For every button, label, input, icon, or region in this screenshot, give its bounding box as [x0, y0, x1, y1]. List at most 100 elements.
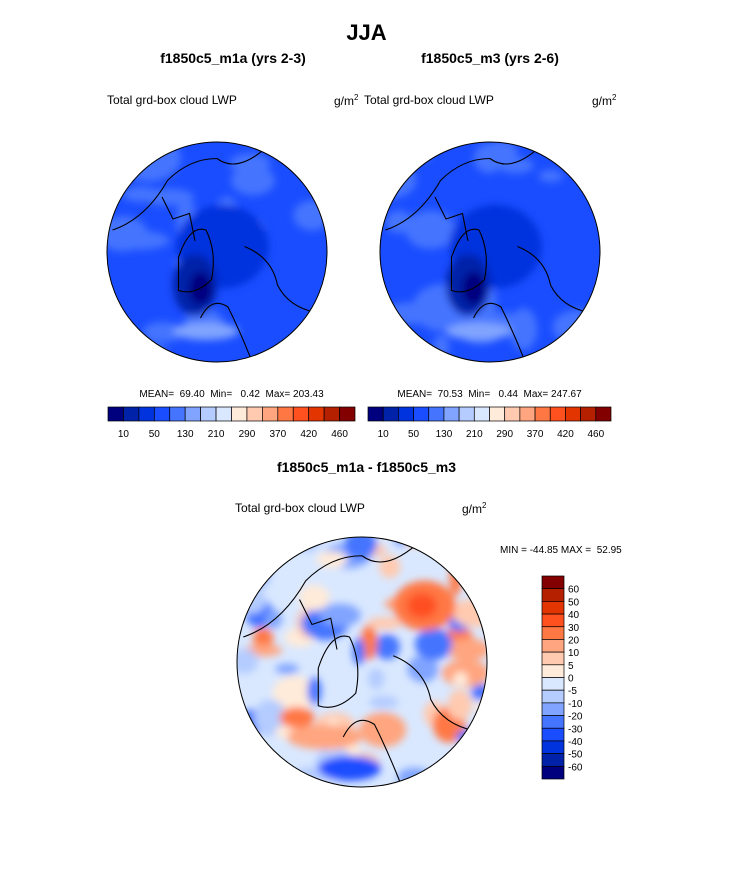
coastline — [177, 228, 214, 293]
panel-1-stats: MEAN= 69.40 Min= 0.42 Max= 203.43 — [139, 389, 324, 400]
colorbar-tick-label: 130 — [177, 429, 194, 440]
colorbar-tick-label: 130 — [436, 429, 453, 440]
colorbar-tick-label: 20 — [568, 635, 580, 646]
colorbar-tick-label: 210 — [208, 429, 225, 440]
contour-patch — [460, 553, 486, 566]
colorbar-tick-label: 370 — [269, 429, 286, 440]
colorbar-tick-label: -5 — [568, 686, 577, 697]
colorbar-tick-label: -50 — [568, 750, 583, 761]
panel-1-title: f1850c5_m1a (yrs 2-3) — [160, 50, 306, 66]
colorbar-box — [169, 406, 186, 422]
colorbar-tick-label: 5 — [568, 661, 574, 672]
diff-title: f1850c5_m1a - f1850c5_m3 — [276, 459, 457, 475]
colorbar-box — [292, 406, 310, 422]
colorbar-box — [382, 406, 399, 422]
colorbar-box — [138, 406, 155, 422]
contour-patch — [237, 588, 267, 614]
colorbar-box — [541, 715, 565, 729]
colorbar-box — [458, 406, 475, 422]
colorbar-box — [541, 702, 565, 716]
colorbar-tick-label: 290 — [239, 429, 256, 440]
coastline — [450, 228, 487, 293]
panel-1-units: g/m2 — [334, 93, 358, 108]
colorbar-tick-label: 50 — [408, 429, 420, 440]
colorbar-tick-label: 370 — [527, 429, 544, 440]
colorbar-box — [323, 406, 340, 422]
colorbar-tick-label: 50 — [149, 429, 161, 440]
colorbar-tick-label: 460 — [331, 429, 348, 440]
contour-patch — [237, 557, 253, 582]
colorbar-tick-label: -60 — [568, 762, 583, 773]
contour-patch — [397, 767, 432, 787]
coastline — [317, 635, 359, 708]
colorbar-tick-label: 10 — [118, 429, 130, 440]
contour-patch — [497, 157, 535, 174]
coastline — [434, 196, 469, 242]
contour-patch — [374, 634, 400, 660]
map-border — [236, 536, 488, 788]
contour-patch — [368, 695, 399, 709]
contour-patch — [248, 544, 268, 564]
colorbar-box — [580, 406, 597, 422]
contour-patch — [538, 170, 563, 183]
contour-patch — [359, 712, 407, 748]
colorbar-box — [534, 406, 551, 422]
map-d — [237, 537, 487, 787]
contour-patch — [319, 603, 361, 627]
colorbar-tick-label: -40 — [568, 737, 583, 748]
coastline — [200, 302, 251, 357]
coastline — [473, 302, 524, 357]
figure-title: JJA — [346, 20, 387, 45]
contour-patch — [272, 675, 317, 713]
contour-patch — [245, 554, 272, 591]
atlantic-high — [446, 322, 512, 341]
colorbar-box — [308, 406, 325, 422]
contour-patch — [307, 677, 322, 705]
units-text: g/m — [334, 94, 355, 108]
panel-2-stats: MEAN= 70.53 Min= 0.44 Max= 247.67 — [397, 389, 582, 400]
colorbar-tick-label: 0 — [568, 674, 574, 685]
units-sup: 2 — [612, 93, 617, 102]
units-text: g/m — [592, 94, 613, 108]
contour-patch — [410, 148, 431, 162]
colorbar-box — [123, 406, 140, 422]
panel-2-title: f1850c5_m3 (yrs 2-6) — [421, 50, 559, 66]
colorbar-box — [231, 406, 248, 422]
colorbar-tick-label: 460 — [587, 429, 604, 440]
units-text: g/m — [462, 502, 483, 516]
colorbar-tick-label: 210 — [466, 429, 483, 440]
colorbar-tick-label: 60 — [568, 585, 580, 596]
colorbar-box — [504, 406, 521, 422]
colorbar-tick-label: 420 — [300, 429, 317, 440]
coastline — [243, 537, 425, 638]
coastline — [517, 245, 590, 314]
colorbar-box — [473, 406, 490, 422]
contour-patch — [367, 616, 402, 630]
atlantic-high — [173, 322, 239, 341]
colorbar-box — [595, 406, 612, 422]
colorbar-box — [565, 406, 581, 422]
contour-patch — [128, 343, 168, 362]
colorbar-box — [541, 664, 565, 678]
contour-patch — [360, 624, 378, 660]
positive-anomaly — [287, 724, 362, 750]
colorbar-tick-label: 50 — [568, 597, 580, 608]
colorbar-box — [541, 626, 565, 640]
colorbar-box — [443, 406, 460, 422]
contour-patch — [447, 689, 473, 721]
contour-patch — [254, 554, 267, 586]
contour-patch — [117, 142, 181, 182]
contour-patch — [381, 302, 443, 325]
field — [107, 142, 327, 362]
colorbar-box — [541, 727, 565, 742]
coastline — [161, 196, 196, 242]
contour-patch — [380, 161, 417, 199]
colorbar-box — [489, 406, 506, 422]
contour-patch — [107, 216, 148, 252]
colorbar-tick-label: 420 — [557, 429, 574, 440]
units-sup: 2 — [354, 93, 359, 102]
colorbar-box — [541, 651, 565, 666]
contour-patch — [414, 628, 453, 660]
colorbar-box — [541, 689, 565, 704]
